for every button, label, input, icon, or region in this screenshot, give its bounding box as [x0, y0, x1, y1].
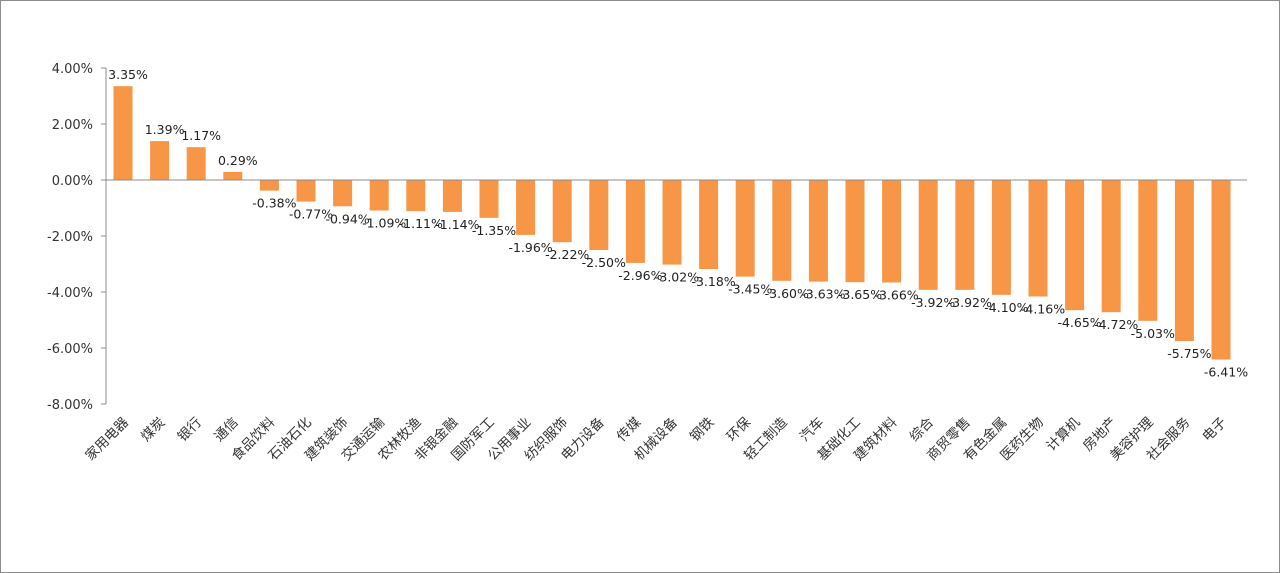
data-label: 1.39%	[145, 122, 185, 137]
bar	[1138, 180, 1158, 321]
y-tick-label: 2.00%	[52, 118, 93, 133]
data-label: -4.65%	[1057, 315, 1101, 330]
bar	[955, 180, 975, 290]
data-label: -3.63%	[801, 287, 845, 302]
data-label: -2.96%	[618, 268, 662, 283]
y-tick-label: 4.00%	[52, 62, 93, 77]
bar	[552, 180, 572, 243]
bar	[369, 180, 389, 211]
data-label: -3.02%	[655, 270, 699, 285]
data-label: -1.14%	[435, 217, 479, 232]
data-label: -4.72%	[1094, 317, 1138, 332]
category-label: 环保	[724, 414, 755, 445]
data-label: -3.92%	[948, 295, 992, 310]
data-label: -3.92%	[911, 295, 955, 310]
bar	[1174, 180, 1194, 341]
bar	[625, 180, 645, 263]
bar	[406, 180, 426, 212]
data-label: -3.60%	[765, 286, 809, 301]
y-tick-label: -4.00%	[47, 286, 93, 301]
data-label: -5.75%	[1167, 346, 1211, 361]
data-label: -3.18%	[691, 274, 735, 289]
category-label: 煤炭	[138, 415, 168, 445]
category-labels: 家用电器 煤炭 银行 通信食品饮料石油石化建筑装饰交通运输农林牧渔非银金融国防军工公用…	[82, 413, 1230, 464]
data-label: -2.22%	[545, 247, 589, 262]
bar	[479, 180, 499, 218]
category-label: 家用电器	[82, 413, 133, 464]
y-tick-label: 0.00%	[52, 174, 93, 189]
y-tick-label: -6.00%	[47, 342, 93, 357]
data-label: -0.38%	[252, 196, 296, 211]
bar	[1028, 180, 1048, 297]
data-label: -1.35%	[472, 223, 516, 238]
bar	[1101, 180, 1121, 313]
data-label: 3.35%	[108, 67, 148, 82]
data-label: -3.65%	[838, 287, 882, 302]
category-label: 传媒	[614, 414, 645, 445]
data-label: -4.10%	[984, 300, 1028, 315]
bars	[113, 86, 1231, 360]
bar	[918, 180, 938, 290]
category-label: 银行	[175, 415, 205, 445]
bar	[662, 180, 682, 265]
bar	[333, 180, 353, 207]
bar	[516, 180, 536, 235]
bar	[845, 180, 865, 283]
bar	[1065, 180, 1085, 311]
data-label: -1.09%	[362, 216, 406, 231]
data-label: -1.11%	[399, 216, 443, 231]
data-label: -3.45%	[728, 282, 772, 297]
category-label: 电子	[1199, 415, 1229, 445]
data-label: -0.94%	[325, 211, 369, 226]
bar	[699, 180, 719, 269]
data-label: -0.77%	[289, 207, 333, 222]
category-label: 汽车	[796, 414, 827, 445]
bar	[442, 180, 462, 212]
category-label: 通信	[211, 415, 241, 445]
bar	[735, 180, 755, 277]
bar	[150, 141, 170, 180]
bar	[296, 180, 316, 202]
y-tick-label: -2.00%	[47, 230, 93, 245]
data-label: -1.96%	[508, 240, 552, 255]
data-labels: 3.35%1.39%1.17%0.29%-0.38%-0.77%-0.94%-1…	[108, 67, 1248, 379]
bar	[808, 180, 828, 282]
bar	[589, 180, 609, 250]
bar	[991, 180, 1011, 295]
data-label: -4.16%	[1021, 302, 1065, 317]
bar	[1211, 180, 1231, 360]
category-label: 计算机	[1043, 414, 1083, 454]
y-axis: 4.00% 2.00% 0.00% -2.00% -4.00% -6.00% -8.00%	[47, 62, 107, 413]
data-label: 0.29%	[218, 153, 258, 168]
bar	[772, 180, 792, 281]
bar	[882, 180, 902, 283]
bar	[186, 147, 206, 180]
data-label: -2.50%	[582, 255, 626, 270]
bar	[259, 180, 279, 191]
data-label: 1.17%	[181, 128, 221, 143]
y-tick-label: -8.00%	[47, 398, 93, 413]
bar	[113, 86, 133, 180]
data-label: -3.66%	[874, 288, 918, 303]
category-label: 钢铁	[687, 414, 718, 445]
data-label: -6.41%	[1204, 365, 1248, 380]
bar	[223, 171, 243, 180]
category-label: 综合	[907, 414, 938, 445]
data-label: -5.03%	[1131, 326, 1175, 341]
